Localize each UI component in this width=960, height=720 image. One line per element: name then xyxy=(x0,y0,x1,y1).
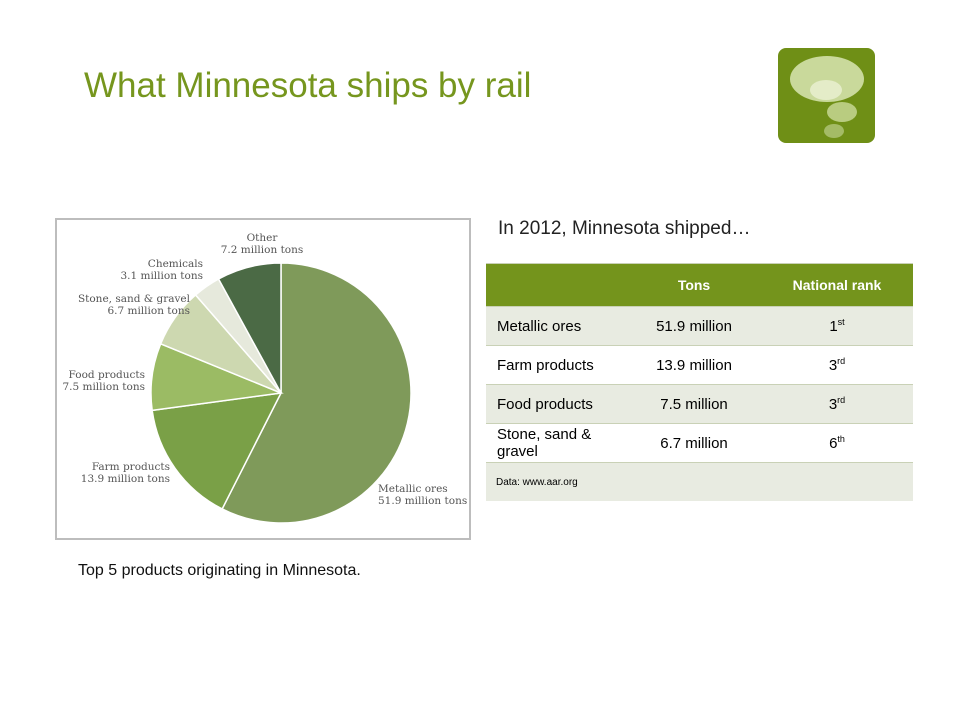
slide-title: What Minnesota ships by rail xyxy=(84,66,532,105)
slice-label: Farm products xyxy=(92,461,170,473)
slice-value-label: 13.9 million tons xyxy=(81,473,170,485)
rank: 3 xyxy=(828,357,838,374)
rank-cell: 3rd xyxy=(761,384,913,424)
column-header: National rank xyxy=(761,263,913,307)
rank: 6 xyxy=(829,435,838,452)
column-header: Tons xyxy=(627,263,762,307)
rank: 3 xyxy=(828,396,838,413)
icon xyxy=(778,48,875,143)
slice-label: Food products xyxy=(69,369,145,381)
slice-label: Stone, sand & gravel xyxy=(78,293,191,305)
caption: Top 5 products originating in Minnesota. xyxy=(78,562,361,579)
slice-value-label: 7.2 million tons xyxy=(221,244,304,256)
rank-cell: 1st xyxy=(761,306,913,346)
pie-slice xyxy=(221,262,412,524)
rank-cell: 3rd xyxy=(761,345,913,385)
tons-cell: 6.7 million xyxy=(627,423,762,463)
slice-label: Other xyxy=(247,232,279,244)
product-cell: Farm products xyxy=(486,345,627,385)
rank-suffix: rd xyxy=(837,356,846,366)
slice-value-label: 3.1 million tons xyxy=(120,270,203,282)
corner-cell xyxy=(486,263,627,307)
tons-cell: 7.5 million xyxy=(627,384,762,424)
rank: 1 xyxy=(829,318,838,335)
slice-label: Chemicals xyxy=(148,258,203,270)
pie-slice xyxy=(217,262,282,394)
source-note: Data: www.aar.org xyxy=(486,462,913,501)
pie-slice xyxy=(151,392,283,510)
intro-text: In 2012, Minnesota shipped… xyxy=(498,218,751,239)
rank-suffix: th xyxy=(837,434,845,444)
rank-cell: 6th xyxy=(761,423,913,463)
slice-value-label: 7.5 million tons xyxy=(62,381,145,393)
slice-label: Metallic ores xyxy=(378,483,448,495)
slice-value-label: 51.9 million tons xyxy=(378,495,467,507)
rank-suffix: rd xyxy=(837,395,846,405)
product-cell: Food products xyxy=(486,384,627,424)
data-table: Tons National rank Metallic ores 51.9 mil… xyxy=(486,263,913,501)
product-cell: Stone, sand & gravel xyxy=(486,423,627,463)
chart-frame xyxy=(55,218,471,540)
tons-cell: 13.9 million xyxy=(627,345,762,385)
rank-suffix: st xyxy=(837,317,845,327)
product-cell: Metallic ores xyxy=(486,306,627,346)
tons-cell: 51.9 million xyxy=(627,306,762,346)
slice-value-label: 6.7 million tons xyxy=(107,305,190,317)
